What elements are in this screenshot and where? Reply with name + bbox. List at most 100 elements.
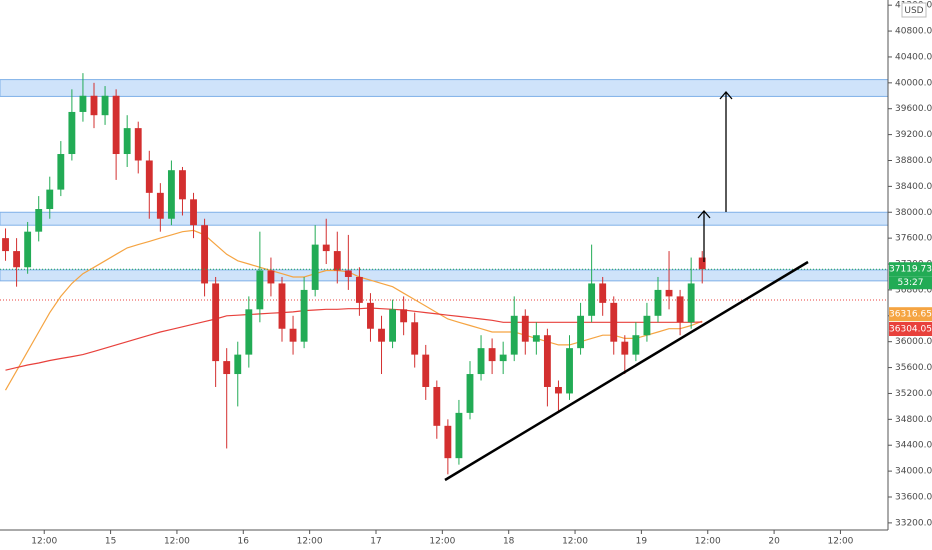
candle-body [300,289,308,342]
candle-body [687,283,695,323]
candle-body [156,192,164,219]
candle-body [145,160,153,193]
candle-body [201,225,209,284]
candle-body [455,412,463,459]
x-tick-label: 12:00 [429,537,455,547]
zone [0,269,889,282]
x-tick-label: 12:00 [562,537,588,547]
candle-body [577,315,585,349]
candle-body [289,328,297,342]
y-tick-label: 36000.00 [895,337,932,347]
candle-body [13,251,21,268]
candle-body [521,315,529,342]
candle-body [212,283,220,362]
x-tick-label: 17 [370,537,381,547]
candle-body [68,111,76,155]
candle-body [256,270,264,310]
moving-average [4,229,703,391]
candle-body [665,289,673,297]
candle-body [532,335,540,342]
candle-body [466,374,474,413]
candle-body [179,170,186,200]
candle-body [311,244,319,290]
y-tick-label: 34400.00 [895,441,932,451]
candle-body [654,289,662,316]
candle-body [411,322,419,355]
candle-body [378,328,385,342]
candle-body [101,95,109,116]
candle-body [488,348,496,362]
x-tick-label: 18 [503,537,515,547]
ma-label: 36304.05 [889,325,932,335]
candle-body [190,199,197,226]
y-tick-label: 33200.00 [895,518,932,528]
candle-body [543,335,551,387]
x-tick-label: 12:00 [31,537,57,547]
y-tick-label: 38000.00 [895,208,932,218]
candle-body [499,354,507,362]
countdown-box [889,276,932,290]
candle-body [610,302,618,342]
x-tick-label: 12:00 [164,537,190,547]
candle-body [367,302,374,329]
candle-body [588,283,596,316]
y-tick-label: 40400.00 [895,52,932,62]
candle-body [322,244,330,252]
candle-body [123,128,131,155]
candle-body [422,354,430,387]
y-tick-label: 35600.00 [895,363,932,373]
candle-body [234,354,242,375]
candle-body [555,386,562,394]
candle-body [24,231,32,268]
candle-body [134,128,142,161]
candle-body [112,95,120,155]
candle-body [35,209,43,232]
x-tick-label: 12:00 [297,537,323,547]
y-tick-label: 39200.00 [895,130,932,140]
candle-body [698,257,706,270]
x-tick-label: 12:00 [695,537,721,547]
candle-body [167,170,175,219]
y-tick-label: 39600.00 [895,104,932,114]
x-tick-label: 19 [636,537,648,547]
candle-body [79,95,87,112]
candle-body [566,348,573,394]
currency-box[interactable] [901,2,927,18]
candle-body [389,309,397,342]
x-tick-label: 12:00 [827,537,853,547]
countdown: 53:27 [898,278,924,288]
ma-label-box [889,322,932,337]
candle-body [267,270,275,284]
candle-body [223,361,231,375]
candle-body [599,283,607,303]
y-tick-label: 40800.00 [895,27,932,37]
trend-line [444,260,809,482]
y-tick-label: 38800.00 [895,156,932,166]
y-tick-label: 34000.00 [895,467,932,477]
x-tick-label: 20 [768,537,780,547]
candle-body [46,189,54,210]
candle-body [632,335,640,355]
candle-body [90,95,98,116]
y-tick-label: 34800.00 [895,415,932,425]
x-tick-label: 16 [238,537,250,547]
y-tick-label: 40000.00 [895,78,932,88]
price-label: 37119.73 [889,265,932,275]
currency: USD [904,6,923,16]
candle-body [57,154,65,190]
candle-body [355,276,363,303]
candle-body [333,251,341,271]
candle-body [621,341,629,355]
zone [0,211,889,226]
candle-body [400,309,408,323]
candle-body [245,309,253,355]
candle-body [433,386,441,426]
y-tick-label: 37600.00 [895,234,932,244]
candle-body [344,270,352,277]
ma-label-box [889,307,932,322]
candle-body [643,315,651,336]
zone [0,79,889,97]
price-label-box [889,262,932,277]
candle-body [278,283,286,329]
